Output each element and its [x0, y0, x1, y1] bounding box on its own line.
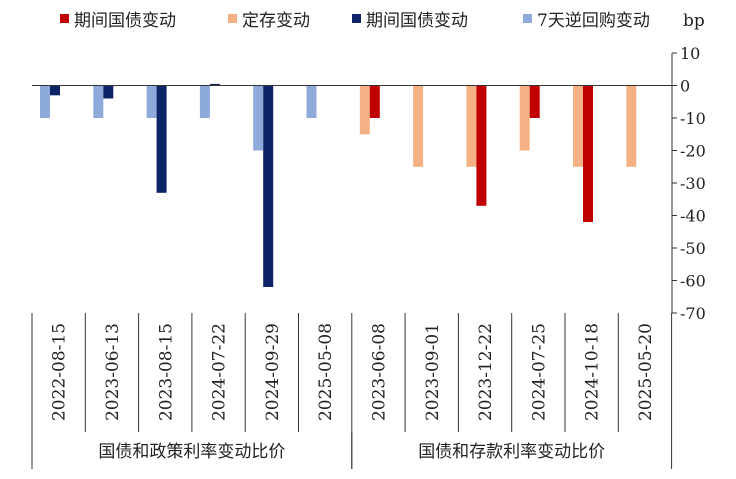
category-label: 2024-07-22	[210, 323, 230, 421]
y-tick-label: 10	[680, 44, 700, 63]
bar	[263, 85, 274, 287]
bar	[359, 85, 370, 135]
y-axis-unit: bp	[683, 11, 705, 31]
category-label: 2025-05-20	[636, 323, 656, 421]
bar	[466, 85, 477, 167]
legend-label: 定存变动	[242, 11, 310, 31]
bar	[156, 85, 167, 193]
category-label: 2023-12-22	[476, 323, 496, 421]
bar	[146, 85, 157, 118]
bar	[253, 85, 264, 151]
category-label: 2025-05-08	[316, 323, 336, 421]
category-label: 2024-07-25	[529, 323, 549, 421]
y-tick-label: -20	[680, 142, 706, 161]
bar	[519, 85, 530, 151]
legend-label: 期间国债变动	[74, 11, 176, 31]
category-label: 2024-09-29	[263, 323, 283, 421]
y-tick-label: -10	[680, 109, 706, 128]
group-label: 国债和存款利率变动比价	[418, 442, 605, 462]
axes: 10 0 -10 -20 -30 -40 -50 -60 -70	[32, 44, 706, 323]
bar	[209, 83, 220, 86]
y-tick-label: 0	[680, 77, 690, 96]
bar	[583, 85, 593, 222]
bar	[50, 85, 60, 96]
bar	[40, 85, 50, 118]
legend: 期间国债变动 定存变动 期间国债变动 7天逆回购变动	[60, 11, 650, 31]
category-label: 2023-08-15	[156, 323, 176, 421]
y-tick-label: -40	[680, 207, 706, 226]
group-label: 国债和政策利率变动比价	[98, 442, 285, 462]
bar	[306, 85, 317, 118]
bar	[529, 85, 540, 118]
legend-swatch	[352, 14, 361, 23]
y-tick-label: -70	[680, 304, 706, 323]
bar	[476, 85, 487, 206]
category-label: 2022-08-15	[50, 323, 70, 421]
bar	[413, 85, 424, 167]
bar	[369, 85, 380, 118]
bar	[626, 85, 637, 167]
category-labels: 2022-08-15 2023-06-13 2023-08-15 2024-07-22…	[31, 313, 673, 469]
bar	[199, 85, 210, 118]
legend-swatch	[60, 14, 69, 23]
y-tick-label: -30	[680, 174, 706, 193]
category-label: 2023-06-08	[369, 323, 389, 421]
legend-swatch	[228, 14, 237, 23]
legend-swatch	[523, 14, 532, 23]
category-label: 2023-09-01	[423, 323, 443, 421]
bars	[40, 83, 637, 287]
legend-label: 期间国债变动	[366, 11, 468, 31]
legend-label: 7天逆回购变动	[537, 11, 650, 31]
bar	[573, 85, 583, 167]
y-tick-label: -60	[680, 272, 706, 291]
category-label: 2024-10-18	[583, 323, 603, 421]
bar	[103, 85, 114, 99]
category-label: 2023-06-13	[103, 323, 123, 421]
y-tick-label: -50	[680, 239, 706, 258]
bar	[93, 85, 104, 118]
